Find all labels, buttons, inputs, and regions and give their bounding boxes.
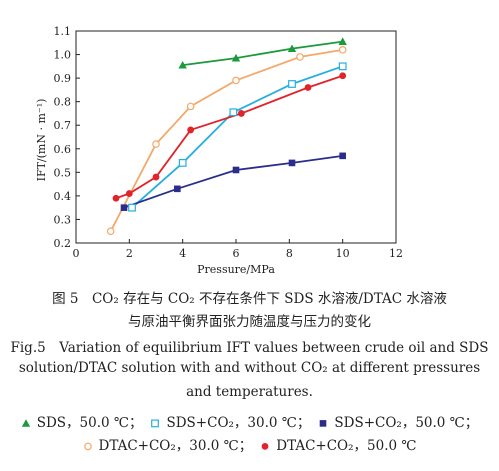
data-point-s0-3	[338, 37, 347, 45]
legend-marker-icon	[151, 419, 160, 428]
data-point-s4-3	[187, 126, 195, 134]
y-axis-label: IFT/(mN · m⁻¹)	[35, 99, 48, 182]
legend-row-2: DTAC+CO₂，30.0 ℃； DTAC+CO₂，50.0 ℃	[0, 434, 499, 454]
legend-marker-icon	[261, 443, 269, 450]
y-tick-label: 0.9	[54, 72, 72, 85]
data-point-s2-0	[120, 204, 128, 211]
y-tick-label: 0.3	[54, 213, 72, 226]
data-point-s3-3	[232, 76, 240, 85]
data-point-s1-1	[178, 159, 187, 167]
y-tick-label: 0.6	[54, 143, 72, 156]
data-point-s3-4	[296, 53, 304, 61]
plot-frame	[75, 30, 397, 244]
caption-en-line3: and temperatures.	[186, 384, 313, 400]
legend-marker-icon	[21, 419, 30, 427]
ift-chart: 0 2 4 6 8 10 120.20.30.40.50.60.70.80.91.01.1 …	[35, 25, 404, 276]
legend-marker-shape	[83, 442, 92, 451]
series-line-4	[115, 74, 343, 200]
data-point-s2-3	[288, 159, 296, 167]
x-tick-label: 10	[336, 247, 350, 260]
legend-item: DTAC+CO₂，30.0 ℃；	[83, 434, 253, 454]
x-tick-label: 6	[233, 247, 240, 260]
data-point-s0-1	[231, 53, 241, 62]
data-point-s4-5	[304, 84, 312, 91]
legend-item: SDS+CO₂，50.0 ℃；	[318, 411, 478, 431]
series-line-2	[123, 154, 343, 209]
legend-item: DTAC+CO₂，50.0 ℃	[260, 434, 417, 454]
data-point-s0-0	[178, 60, 187, 69]
y-tick-label: 0.4	[54, 190, 72, 203]
legend-marker-shape	[261, 443, 269, 450]
y-tick-label: 0.2	[54, 237, 72, 250]
caption-en-line1: Fig.5 Variation of equilibrium IFT value…	[10, 340, 489, 356]
x-tick-label: 4	[179, 247, 186, 260]
data-point-s3-1	[152, 140, 160, 148]
data-point-s4-4	[237, 110, 245, 117]
data-point-s4-1	[125, 190, 133, 197]
x-tick-label: 12	[389, 247, 403, 260]
chart-markers	[106, 37, 347, 236]
x-tick-label: 2	[126, 247, 133, 260]
series-line-3	[109, 48, 343, 232]
legend-marker-shape	[21, 419, 30, 427]
data-point-s1-4	[338, 62, 347, 71]
data-point-s3-2	[186, 102, 195, 111]
data-point-s4-0	[112, 194, 120, 202]
legend-item: SDS+CO₂，30.0 ℃；	[150, 411, 310, 431]
legend-marker-shape	[320, 420, 327, 427]
legend-row-1: SDS，50.0 ℃； SDS+CO₂，30.0 ℃； SDS+CO₂，50.0 ℃…	[0, 411, 499, 431]
legend-label: DTAC+CO₂，30.0 ℃；	[98, 438, 253, 454]
data-point-s4-6	[339, 72, 347, 80]
y-tick-label: 0.8	[54, 96, 72, 109]
legend-marker-shape	[151, 419, 160, 428]
data-point-s2-1	[174, 185, 181, 193]
legend-marker-icon	[83, 442, 92, 451]
legend-label: SDS+CO₂，30.0 ℃；	[166, 415, 311, 431]
chart-series-lines	[109, 40, 343, 232]
x-axis-label: Pressure/MPa	[197, 263, 275, 276]
legend-marker-icon	[320, 420, 327, 427]
data-point-s1-3	[288, 80, 296, 88]
data-point-s1-0	[128, 203, 136, 212]
caption-cn-line2: 与原油平衡界面张力随温度与压力的变化	[128, 314, 371, 330]
legend-label: SDS+CO₂，50.0 ℃；	[334, 415, 479, 431]
x-tick-label: 0	[73, 247, 80, 260]
data-point-s3-5	[338, 46, 347, 54]
chart-axes: 0 2 4 6 8 10 12 0.2 0.3 0.4 0.5 0.6 0.7 0.8 0.9 1.0 1.1	[54, 25, 404, 260]
data-point-s3-0	[106, 227, 115, 236]
x-tick-label: 8	[286, 247, 293, 260]
legend-label: SDS，50.0 ℃；	[36, 415, 143, 431]
data-point-s2-4	[339, 152, 346, 160]
y-tick-label: 1.1	[54, 25, 72, 38]
data-point-s2-2	[232, 166, 240, 174]
data-point-s4-2	[152, 173, 160, 181]
legend-item: SDS，50.0 ℃；	[21, 411, 143, 431]
y-tick-label: 0.7	[54, 119, 72, 132]
y-tick-label: 0.5	[54, 166, 72, 179]
y-tick-label: 1.0	[54, 49, 72, 62]
data-point-s0-2	[287, 44, 297, 53]
caption-en-line2: solution/DTAC solution with and without …	[18, 360, 481, 376]
data-point-s1-2	[229, 108, 238, 117]
series-line-0	[182, 40, 343, 67]
legend-label: DTAC+CO₂，50.0 ℃	[276, 438, 417, 454]
caption-cn-line1: 图 5 CO₂ 存在与 CO₂ 不存在条件下 SDS 水溶液/DTAC 水溶液	[52, 291, 447, 307]
